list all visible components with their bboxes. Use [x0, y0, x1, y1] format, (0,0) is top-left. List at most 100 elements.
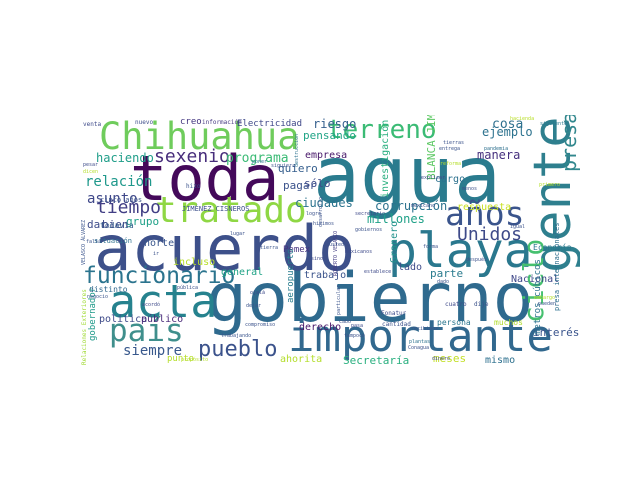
word: toda — [130, 142, 280, 215]
word: política — [99, 314, 148, 325]
word: BLANCA JIMÉNEZ — [425, 115, 438, 180]
word: tierra — [260, 245, 279, 251]
word: compromiso — [245, 322, 276, 328]
word: meses — [433, 352, 467, 365]
word: hacienda — [510, 116, 535, 122]
word: desarrollo — [318, 196, 324, 227]
word: cargo — [435, 174, 466, 185]
word: particular — [336, 284, 342, 315]
word: situación — [94, 237, 132, 245]
word: siguiente — [540, 121, 568, 127]
word: igual — [510, 224, 526, 230]
word: recibimos — [411, 326, 439, 332]
word: funcionario — [83, 263, 236, 289]
word: cosa — [492, 117, 524, 132]
word: cabo — [339, 319, 352, 325]
word: respuesta — [457, 202, 512, 213]
word: distinto — [89, 285, 128, 294]
word: gobierno — [206, 259, 534, 338]
word: quiero — [278, 162, 318, 175]
word: mexicano — [411, 203, 436, 209]
word: tampoco — [344, 333, 366, 339]
word: ROBERTO VELASCO — [333, 230, 339, 276]
word: ciudades — [295, 196, 353, 210]
word: derecho — [299, 322, 342, 333]
word: primero — [539, 182, 561, 188]
word: forma — [423, 244, 439, 250]
word: hicimos — [313, 221, 335, 227]
word: persona — [437, 318, 471, 327]
word: pública — [177, 285, 199, 291]
word: Pemex — [283, 245, 311, 255]
word: sólo — [304, 177, 331, 190]
word: propósito — [181, 357, 209, 363]
word: falta — [86, 239, 102, 245]
word: siguiera — [271, 163, 296, 169]
word: tiempo — [96, 197, 162, 218]
word: interés — [533, 326, 580, 339]
word: dado — [437, 279, 450, 285]
word: después — [466, 257, 488, 263]
word: haciendo — [96, 151, 154, 165]
word: manera — [477, 148, 521, 162]
word: investigación — [380, 119, 391, 198]
word: dejar — [246, 303, 262, 309]
word: Fonatur — [381, 310, 407, 317]
word: nuevo — [135, 119, 154, 126]
word: tierras — [443, 140, 465, 146]
word: menos — [462, 186, 478, 192]
word: Relaciones Exteriores — [81, 289, 88, 365]
word: pueden — [538, 301, 557, 307]
word: acordó — [142, 302, 161, 308]
word: lado — [398, 262, 423, 273]
word: siempre — [123, 343, 183, 359]
word: empresa — [305, 150, 348, 161]
word: todavía — [100, 221, 134, 230]
word: embargo — [534, 295, 556, 301]
word: público — [141, 314, 184, 325]
word: país — [109, 313, 184, 349]
word: negocio — [87, 294, 109, 300]
word: hizo — [186, 183, 201, 190]
word: Electricidad — [237, 119, 303, 129]
word: agua — [313, 131, 501, 221]
word: lugar — [230, 231, 246, 237]
word: corrupción — [375, 199, 448, 213]
word: general — [221, 267, 264, 278]
word: cinco años — [100, 196, 143, 204]
word: mexicanos — [345, 249, 373, 255]
word: venta — [83, 121, 102, 128]
word: Granero — [389, 220, 400, 263]
word: Economía — [533, 243, 572, 252]
word: norte — [144, 238, 175, 249]
word: explicar — [421, 175, 446, 181]
word: usted — [329, 242, 345, 248]
word: pasa — [351, 323, 364, 329]
word: pueblo — [198, 337, 278, 362]
word: trabajo — [304, 270, 347, 281]
word: tratado — [155, 190, 307, 231]
word: destrucción — [294, 133, 300, 167]
word: parte — [430, 267, 464, 280]
word: aeropuerto — [286, 248, 296, 303]
word: cuatro — [445, 301, 467, 308]
word: logro — [306, 211, 322, 217]
word: ahorita — [280, 354, 323, 365]
word: incluso — [173, 257, 216, 268]
word: Secretaría — [343, 354, 410, 365]
word: trabajando — [221, 333, 252, 339]
word: establece — [364, 269, 392, 275]
word: Chihuahua — [99, 115, 300, 158]
word: JIMÉNEZ CISNEROS — [182, 205, 250, 213]
word: millones — [367, 212, 425, 226]
word: dar — [87, 218, 107, 231]
word: reforma — [440, 161, 462, 167]
word: sexenio — [154, 146, 230, 167]
word: pensando — [303, 129, 356, 142]
word: dicen — [83, 169, 99, 175]
word: bien — [102, 218, 129, 231]
word: riesgo — [313, 117, 357, 131]
word: acta — [109, 275, 218, 328]
word: plantas — [409, 339, 431, 345]
word: acuerdo — [94, 212, 356, 285]
